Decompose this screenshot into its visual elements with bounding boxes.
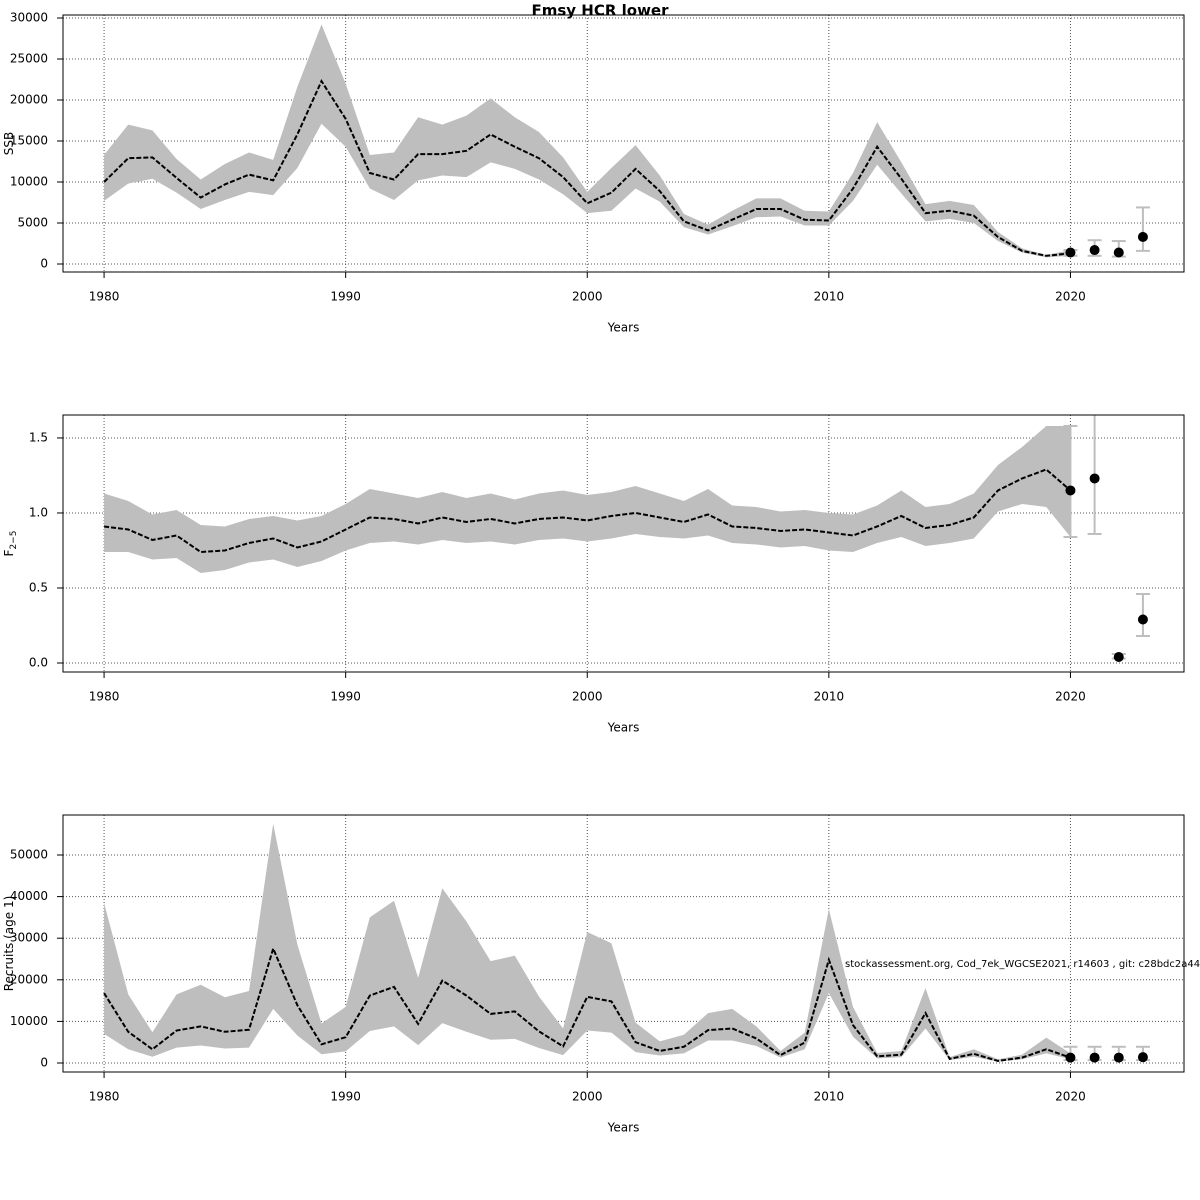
y-tick-label: 15000 — [10, 133, 48, 147]
y-axis-label: SSB — [2, 132, 16, 155]
x-tick-label: 1990 — [330, 1090, 361, 1104]
y-tick-label: 0 — [40, 1056, 48, 1070]
annotation: stockassessment.org, Cod_7ek_WGCSE2021, … — [845, 959, 1200, 970]
x-axis-label: Years — [607, 321, 640, 335]
y-tick-label: 50000 — [10, 847, 48, 861]
x-axis-label: Years — [607, 1121, 640, 1135]
chart-title: Fmsy HCR lower — [531, 2, 669, 20]
forecast-point — [1113, 247, 1124, 258]
x-tick-label: 1980 — [89, 290, 120, 304]
y-tick-label: 10000 — [10, 174, 48, 188]
y-tick-label: 0.5 — [29, 580, 48, 594]
plot-area — [103, 24, 1150, 258]
confidence-band — [104, 823, 1071, 1062]
y-axis-label-main: F — [2, 549, 16, 556]
forecast-point — [1065, 485, 1076, 496]
forecast-point — [1089, 473, 1100, 484]
y-tick-label: 40000 — [10, 889, 48, 903]
x-tick-label: 2010 — [814, 690, 845, 704]
x-tick-label: 2000 — [572, 1090, 603, 1104]
x-tick-label: 2020 — [1055, 1090, 1086, 1104]
plot-area — [103, 415, 1150, 662]
y-tick-label: 10000 — [10, 1014, 48, 1028]
forecast-point — [1065, 1052, 1076, 1063]
forecast-point — [1137, 231, 1148, 242]
y-axis-label: F2−5 — [2, 531, 19, 557]
estimate-line — [103, 468, 1072, 553]
y-axis-label-main: SSB — [2, 132, 16, 155]
y-tick-label: 0.0 — [29, 655, 48, 669]
y-tick-label: 20000 — [10, 972, 48, 986]
y-tick-label: 25000 — [10, 52, 48, 66]
y-tick-label: 20000 — [10, 92, 48, 106]
y-tick-label: 1.5 — [29, 430, 48, 444]
forecast-point — [1113, 651, 1124, 662]
error-bar — [1087, 415, 1102, 535]
forecast-point — [1113, 1052, 1124, 1063]
y-tick-label: 0 — [40, 256, 48, 270]
estimate-line — [103, 79, 1071, 257]
plot-frame — [62, 414, 1185, 673]
error-bar — [1063, 424, 1078, 538]
x-tick-label: 2020 — [1055, 690, 1086, 704]
y-axis-label: Recruits (age 1) — [2, 896, 16, 992]
y-axis-label-main: Recruits (age 1) — [2, 896, 16, 992]
x-tick-label: 2010 — [814, 290, 845, 304]
plot-frame — [62, 814, 1185, 1073]
x-tick-label: 1990 — [330, 690, 361, 704]
x-tick-label: 2010 — [814, 1090, 845, 1104]
forecast-point — [1137, 614, 1148, 625]
estimate-line — [103, 945, 1071, 1062]
confidence-band — [104, 425, 1071, 573]
forecast-point — [1137, 1052, 1148, 1063]
y-axis-label-sub: 2−5 — [9, 531, 19, 550]
x-axis-label: Years — [607, 721, 640, 735]
forecast-point — [1065, 247, 1076, 258]
plot-frame — [62, 14, 1185, 273]
y-tick-label: 30000 — [10, 11, 48, 25]
confidence-band — [104, 24, 1071, 258]
x-tick-label: 1990 — [330, 290, 361, 304]
x-tick-label: 1980 — [89, 1090, 120, 1104]
x-tick-label: 2020 — [1055, 290, 1086, 304]
forecast-point — [1089, 1052, 1100, 1063]
x-tick-label: 2000 — [572, 690, 603, 704]
x-tick-label: 2000 — [572, 290, 603, 304]
y-tick-label: 1.0 — [29, 505, 48, 519]
y-tick-label: 5000 — [17, 215, 48, 229]
error-bar — [1135, 206, 1150, 252]
forecast-point — [1089, 245, 1100, 256]
x-tick-label: 1980 — [89, 690, 120, 704]
plot-area — [103, 823, 1150, 1063]
y-tick-label: 30000 — [10, 931, 48, 945]
